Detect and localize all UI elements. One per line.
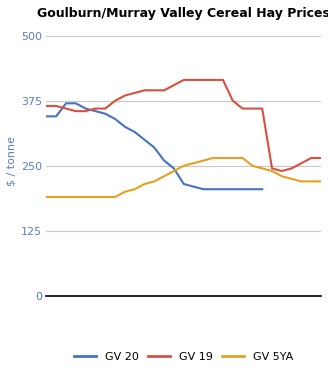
- Legend: GV 20, GV 19, GV 5YA: GV 20, GV 19, GV 5YA: [70, 347, 298, 366]
- Y-axis label: $ / tonne: $ / tonne: [7, 136, 17, 186]
- Title: Goulburn/Murray Valley Cereal Hay Prices: Goulburn/Murray Valley Cereal Hay Prices: [37, 7, 328, 20]
